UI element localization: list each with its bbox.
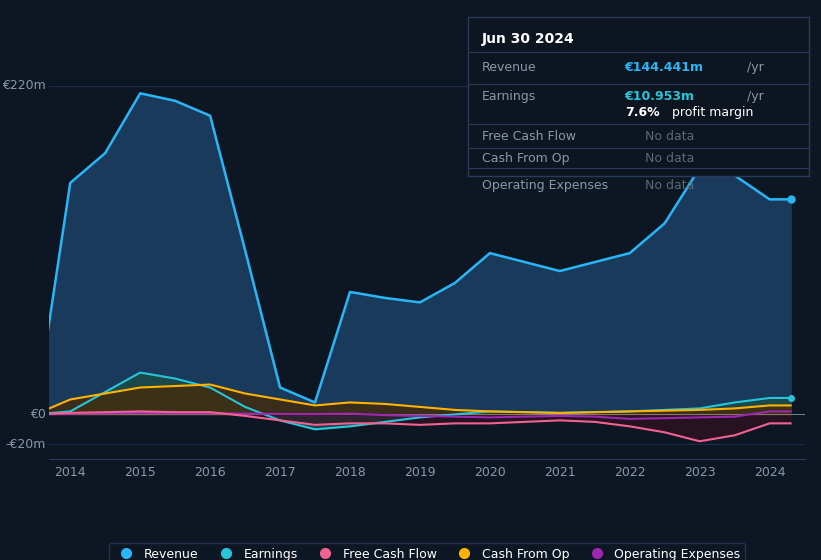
Text: No data: No data xyxy=(645,179,695,193)
Text: €144.441m: €144.441m xyxy=(625,62,704,74)
Text: Operating Expenses: Operating Expenses xyxy=(482,179,608,193)
Text: /yr: /yr xyxy=(747,90,764,103)
Legend: Revenue, Earnings, Free Cash Flow, Cash From Op, Operating Expenses: Revenue, Earnings, Free Cash Flow, Cash … xyxy=(108,543,745,560)
Text: Earnings: Earnings xyxy=(482,90,536,103)
Text: 7.6%: 7.6% xyxy=(625,106,659,119)
Text: No data: No data xyxy=(645,130,695,143)
Text: No data: No data xyxy=(645,152,695,165)
Text: €0: €0 xyxy=(30,408,45,421)
Text: -€20m: -€20m xyxy=(5,438,45,451)
Text: Jun 30 2024: Jun 30 2024 xyxy=(482,32,575,46)
Text: profit margin: profit margin xyxy=(672,106,754,119)
Text: €10.953m: €10.953m xyxy=(625,90,695,103)
Text: Cash From Op: Cash From Op xyxy=(482,152,569,165)
Text: Free Cash Flow: Free Cash Flow xyxy=(482,130,576,143)
Text: /yr: /yr xyxy=(747,62,764,74)
Text: €220m: €220m xyxy=(2,80,45,92)
Text: Revenue: Revenue xyxy=(482,62,536,74)
